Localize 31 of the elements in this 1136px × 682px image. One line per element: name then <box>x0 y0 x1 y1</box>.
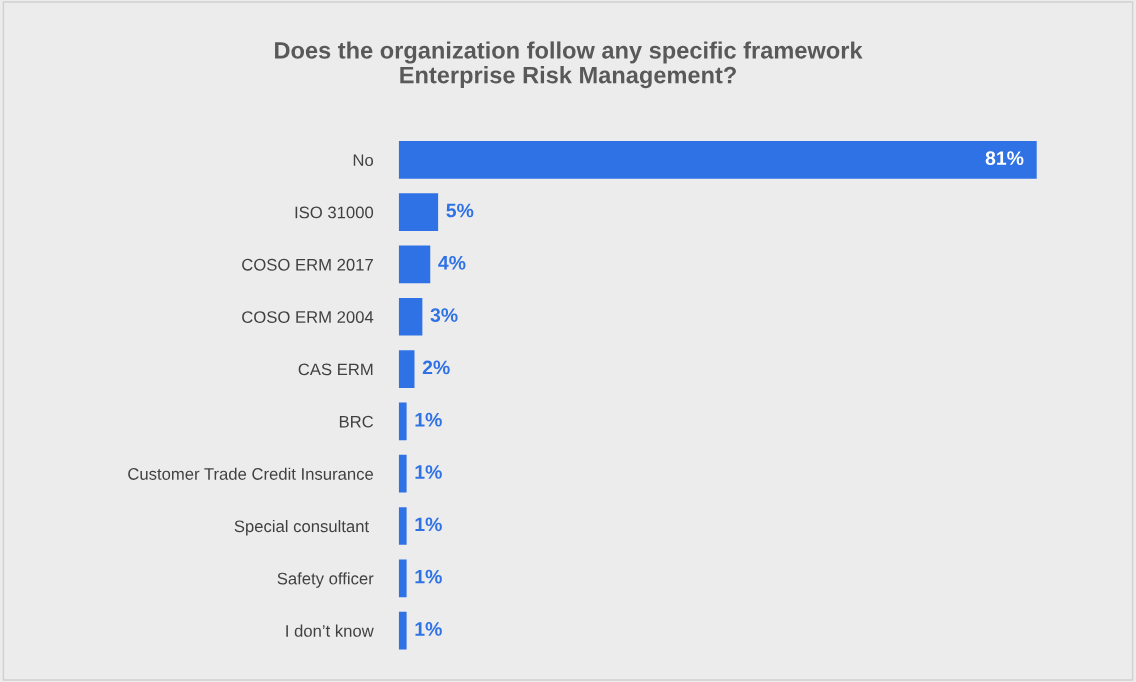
y-tick-label: I don’t know <box>286 624 374 637</box>
data-label: 1% <box>415 622 442 636</box>
data-label: 1% <box>415 412 442 427</box>
bar <box>398 559 407 598</box>
chart-title: Does the organization follow any specific framework Enterprise Risk Management? <box>275 41 863 89</box>
data-label: 4% <box>438 255 466 270</box>
data-label: 1% <box>415 569 442 584</box>
y-tick-label: Safety officer <box>277 572 374 588</box>
bar <box>398 193 439 231</box>
data-label: 1% <box>415 465 442 479</box>
data-label: 3% <box>430 308 458 322</box>
bar <box>398 297 423 336</box>
y-tick-label: COSO ERM 2004 <box>242 311 374 323</box>
y-tick-label: CAS ERM <box>298 363 373 376</box>
y-tick-label: Special consultant <box>234 519 369 536</box>
bar <box>398 402 407 441</box>
bar <box>398 350 415 388</box>
y-tick-label: ISO 31000 <box>295 206 374 219</box>
bar <box>398 141 1037 179</box>
data-label: 5% <box>446 203 474 218</box>
y-tick-label: Customer Trade Credit Insurance <box>128 467 374 480</box>
y-tick-label: No <box>353 154 374 167</box>
data-label: 81% <box>985 151 1024 166</box>
data-label: 1% <box>415 517 442 532</box>
bar <box>398 507 407 545</box>
bar <box>398 454 407 493</box>
bar <box>398 611 407 650</box>
y-tick-label: BRC <box>339 415 374 428</box>
bar <box>398 245 431 284</box>
data-label: 2% <box>422 360 450 375</box>
y-tick-label: COSO ERM 2017 <box>242 258 373 271</box>
